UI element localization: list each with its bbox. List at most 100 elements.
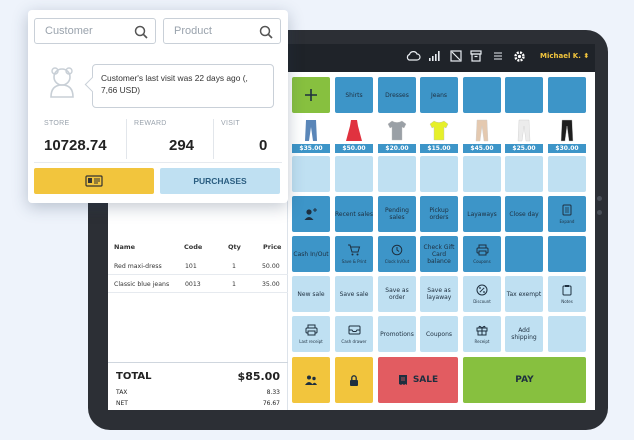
pay-button[interactable]: PAY (463, 357, 586, 403)
archive-icon[interactable] (470, 50, 482, 65)
product-tile[interactable]: $50.00 (335, 116, 373, 153)
action-sub-label: Expand (559, 218, 575, 224)
category-jeans[interactable]: Jeans (420, 77, 458, 113)
close-day-button[interactable]: Close day (505, 196, 543, 232)
purchases-button[interactable]: PURCHASES (160, 168, 280, 194)
action-sub-label: Cash drawer (341, 338, 367, 344)
customer-card-button[interactable] (34, 168, 154, 194)
tax-exempt-button[interactable]: Tax exempt (505, 276, 543, 312)
search-icon[interactable] (134, 24, 148, 48)
coupons-button[interactable]: Coupons (420, 316, 458, 352)
action-label: Recent sales (335, 210, 373, 218)
product-tile[interactable]: $15.00 (420, 116, 458, 153)
empty-slot[interactable] (505, 156, 543, 192)
col-name: Name (114, 243, 136, 251)
lock-button[interactable] (335, 357, 373, 403)
product-price: $20.00 (378, 144, 416, 153)
action-label: Tax exempt (506, 290, 542, 298)
add-customer-button[interactable] (292, 196, 330, 232)
action-sub-label: Last receipt (299, 338, 323, 344)
category-empty[interactable] (505, 77, 543, 113)
settings-icon[interactable] (513, 50, 526, 66)
product-tile[interactable]: $20.00 (378, 116, 416, 153)
empty-action[interactable] (548, 236, 586, 272)
plus-icon (305, 89, 317, 101)
add-shipping-button[interactable]: Add shipping (505, 316, 543, 352)
save-as-order-button[interactable]: Save as order (378, 276, 416, 312)
printer-icon (476, 244, 488, 255)
category-empty[interactable] (463, 77, 501, 113)
save-as-layaway-button[interactable]: Save as layaway (420, 276, 458, 312)
clipboard-icon (562, 284, 572, 295)
action-label: Close day (509, 210, 539, 218)
empty-slot[interactable] (463, 156, 501, 192)
tax-value: 8.33 (266, 389, 280, 396)
empty-slot[interactable] (335, 156, 373, 192)
empty-slot[interactable] (292, 156, 330, 192)
product-tile[interactable]: $30.00 (548, 116, 586, 153)
action-label: Promotions (380, 330, 414, 338)
empty-action[interactable] (505, 236, 543, 272)
sale-button[interactable]: SALE (378, 357, 458, 403)
no-receipt-icon[interactable] (450, 50, 462, 65)
signal-icon[interactable] (428, 50, 442, 65)
coupons-print-button[interactable]: Coupons (463, 236, 501, 272)
reward-label: REWARD (134, 120, 167, 127)
promotions-button[interactable]: Promotions (378, 316, 416, 352)
table-row[interactable]: Red maxi-dress 101 1 50.00 (108, 257, 288, 275)
product-price: $25.00 (505, 144, 543, 153)
empty-slot[interactable] (548, 156, 586, 192)
purchases-label: PURCHASES (193, 176, 247, 186)
expand-button[interactable]: Expand (548, 196, 586, 232)
product-tile[interactable]: $35.00 (292, 116, 330, 153)
action-label: Layaways (467, 210, 497, 218)
pending-sales-button[interactable]: Pending sales (378, 196, 416, 232)
notes-button[interactable]: Notes (548, 276, 586, 312)
action-label: Save sale (339, 290, 369, 298)
cloud-icon[interactable] (405, 50, 421, 65)
customer-popup: Customer Product Customer's last visit w… (28, 10, 288, 203)
action-sub-label: Discount (473, 298, 491, 304)
category-empty[interactable] (548, 77, 586, 113)
col-qty: Qty (228, 243, 241, 251)
clock-icon (391, 244, 403, 255)
empty-slot[interactable] (548, 316, 586, 352)
action-sub-label: Clock In/Out (384, 258, 410, 264)
sale-label: SALE (412, 374, 439, 385)
category-label: Dresses (385, 91, 409, 99)
empty-slot[interactable] (378, 156, 416, 192)
reward-value: 294 (169, 137, 195, 154)
product-search-input[interactable]: Product (163, 18, 281, 44)
menu-icon[interactable] (493, 50, 503, 65)
add-category-button[interactable] (292, 77, 330, 113)
discount-button[interactable]: Discount (463, 276, 501, 312)
new-sale-button[interactable]: New sale (292, 276, 330, 312)
recent-sales-button[interactable]: Recent sales (335, 196, 373, 232)
clothing-icon (346, 120, 362, 141)
product-tile[interactable]: $45.00 (463, 116, 501, 153)
table-row[interactable]: Classic blue jeans 0013 1 35.00 (108, 275, 288, 293)
pickup-orders-button[interactable]: Pickup orders (420, 196, 458, 232)
customer-search-input[interactable]: Customer (34, 18, 156, 44)
action-sub-label: Receipt (474, 338, 490, 344)
customers-button[interactable] (292, 357, 330, 403)
search-icon[interactable] (259, 24, 273, 48)
cash-in-out-button[interactable]: Cash In/Out (292, 236, 330, 272)
category-dresses[interactable]: Dresses (378, 77, 416, 113)
product-price: $30.00 (548, 144, 586, 153)
col-price: Price (263, 243, 282, 251)
clock-in-out-button[interactable]: Clock In/Out (378, 236, 416, 272)
product-price: $15.00 (420, 144, 458, 153)
cash-drawer-button[interactable]: Cash drawer (335, 316, 373, 352)
action-label: Save as layaway (426, 287, 452, 301)
product-tile[interactable]: $25.00 (505, 116, 543, 153)
empty-slot[interactable] (420, 156, 458, 192)
user-menu[interactable]: Michael K. ⬍ (540, 52, 590, 60)
save-print-button[interactable]: Save & Print (335, 236, 373, 272)
gift-card-balance-button[interactable]: Check Gift Card balance (420, 236, 458, 272)
gift-receipt-button[interactable]: Receipt (463, 316, 501, 352)
layaways-button[interactable]: Layaways (463, 196, 501, 232)
last-receipt-button[interactable]: Last receipt (292, 316, 330, 352)
save-sale-button[interactable]: Save sale (335, 276, 373, 312)
category-shirts[interactable]: Shirts (335, 77, 373, 113)
